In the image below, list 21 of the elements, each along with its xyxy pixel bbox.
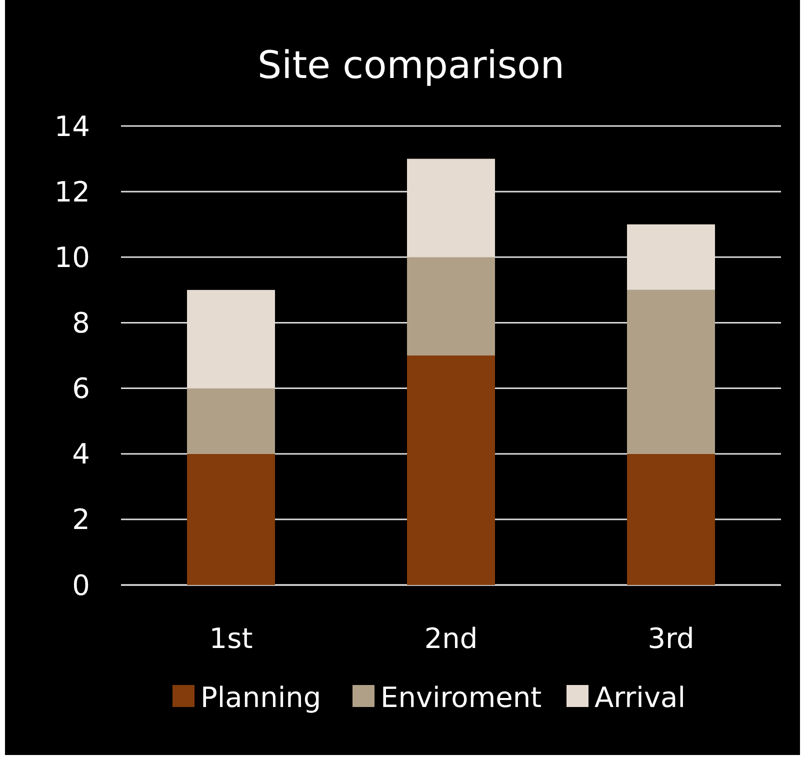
y-tick-label: 4 <box>72 438 90 471</box>
bar <box>407 356 495 585</box>
bar <box>627 290 715 454</box>
y-tick-label: 2 <box>72 503 90 536</box>
legend-label: Planning <box>200 680 322 714</box>
bar <box>187 388 275 454</box>
x-tick-label: 2nd <box>424 622 478 655</box>
bar <box>407 257 495 356</box>
y-tick-label: 6 <box>72 372 90 406</box>
bar <box>627 454 715 585</box>
x-tick-label: 1st <box>209 622 253 655</box>
legend-label: Enviroment <box>380 680 542 714</box>
x-tick-label: 3rd <box>648 622 694 655</box>
legend-label: Arrival <box>594 680 686 714</box>
y-tick-label: 14 <box>54 110 90 143</box>
y-tick-label: 10 <box>54 240 90 274</box>
y-tick-label: 12 <box>54 175 90 208</box>
y-tick-label: 0 <box>72 568 90 602</box>
chart-title: Site comparison <box>258 43 564 87</box>
bar <box>187 454 275 585</box>
y-tick-label: 8 <box>72 306 90 340</box>
